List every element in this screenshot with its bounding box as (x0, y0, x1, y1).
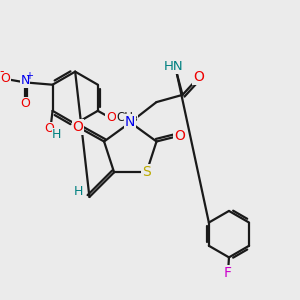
Text: N: N (20, 74, 30, 87)
Text: O: O (174, 129, 185, 143)
Text: N: N (125, 116, 136, 129)
Text: HN: HN (164, 60, 183, 73)
Text: +: + (25, 71, 33, 81)
Text: H: H (74, 185, 83, 198)
Text: O: O (20, 98, 30, 110)
Text: O: O (193, 70, 204, 85)
Text: O: O (45, 122, 55, 135)
Text: -: - (0, 65, 4, 78)
Text: CH₃: CH₃ (116, 111, 138, 124)
Text: S: S (142, 165, 151, 179)
Text: H: H (52, 128, 62, 141)
Text: O: O (73, 120, 83, 134)
Text: O: O (106, 111, 116, 124)
Text: O: O (0, 71, 10, 85)
Text: F: F (224, 266, 232, 280)
